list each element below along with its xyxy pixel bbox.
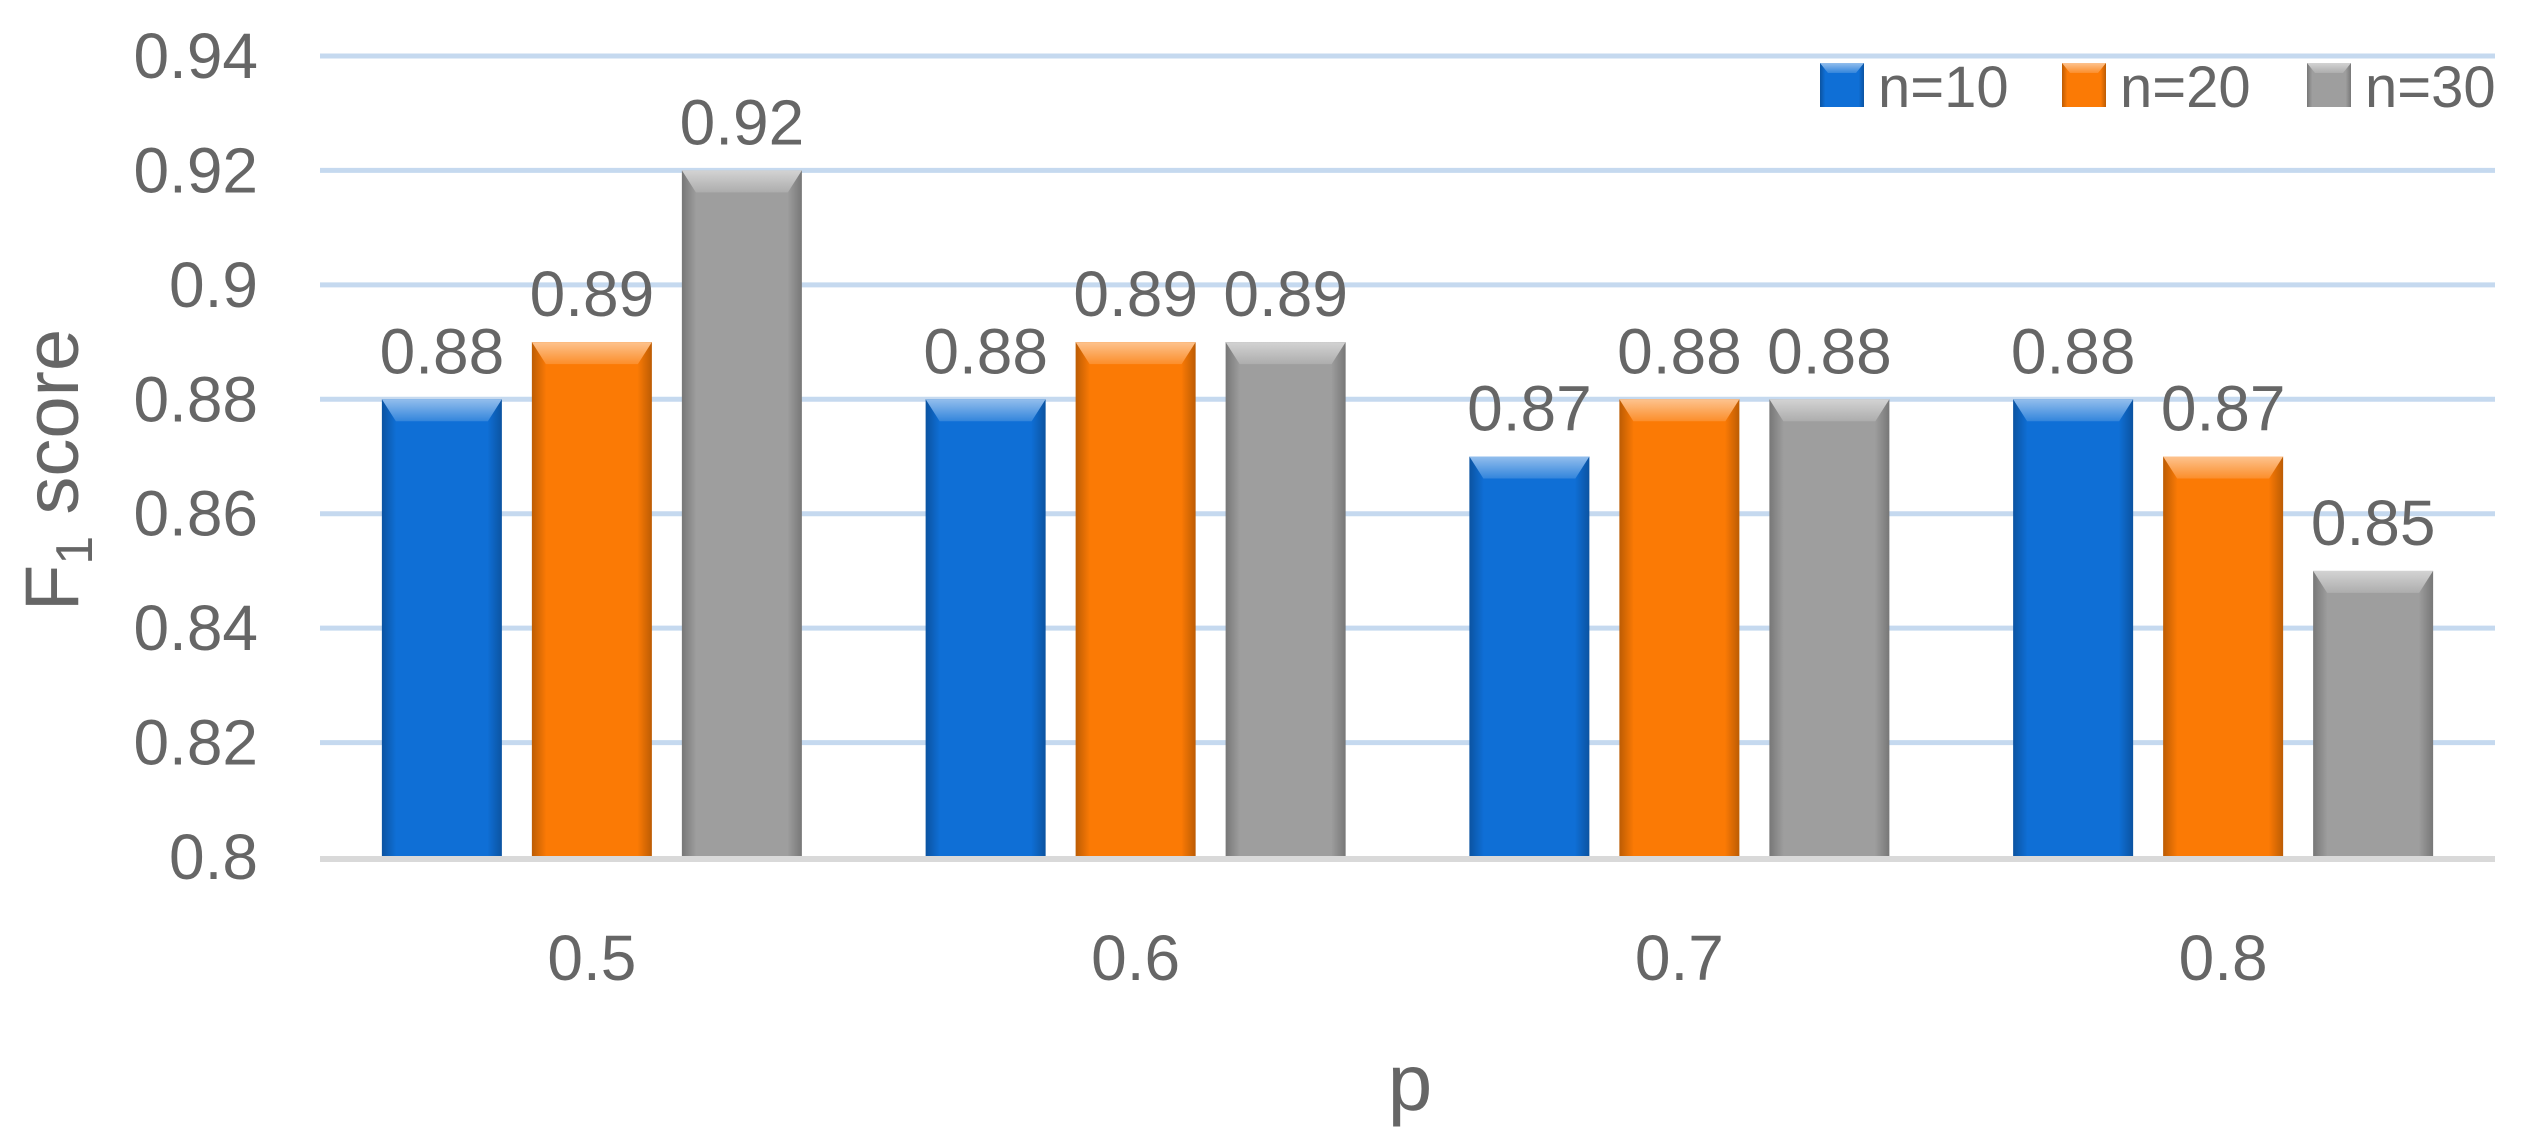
bar-bevel (681, 170, 802, 193)
bar-body (681, 170, 802, 857)
bar (1469, 456, 1590, 857)
bar (1225, 342, 1346, 858)
bar-bevel (1075, 342, 1196, 365)
x-axis-title: p (1388, 1038, 1433, 1127)
bar-bevel (2013, 399, 2134, 422)
y-tick-label: 0.84 (133, 592, 258, 664)
data-label: 0.88 (1617, 315, 1742, 387)
bar-body (2163, 456, 2284, 857)
data-label: 0.87 (2161, 373, 2286, 445)
data-label: 0.88 (2011, 315, 2136, 387)
bar (681, 170, 802, 857)
bar-bevel (1619, 399, 1740, 422)
bars (381, 170, 2434, 858)
x-tick-label: 0.6 (1091, 922, 1180, 994)
legend-label: n=10 (1878, 55, 2009, 120)
y-tick-label: 0.82 (133, 707, 258, 779)
bar-bevel (2313, 570, 2434, 593)
bar-body (1469, 456, 1590, 857)
y-axis-title-rest: score (10, 329, 95, 536)
bar (1769, 399, 1890, 857)
bar-bevel (1225, 342, 1346, 365)
bar-body (531, 342, 652, 858)
bar-body (1619, 399, 1740, 857)
y-axis-title-subscript: 1 (46, 536, 104, 565)
data-label: 0.89 (1223, 258, 1348, 330)
data-label: 0.89 (1073, 258, 1198, 330)
legend-label: n=20 (2120, 55, 2251, 120)
bar-body (2013, 399, 2134, 857)
x-tick-label: 0.7 (1635, 922, 1724, 994)
y-tick-label: 0.92 (133, 134, 258, 206)
data-label: 0.89 (530, 258, 655, 330)
legend-item: n=20 (2062, 55, 2251, 120)
y-tick-label: 0.9 (169, 249, 258, 321)
legend: n=10 n=20 n=30 (1820, 55, 2496, 120)
bar-body (381, 399, 502, 857)
bar (2313, 570, 2434, 857)
legend-item: n=10 (1820, 55, 2009, 120)
bar (925, 399, 1046, 857)
bar-bevel (1769, 399, 1890, 422)
bar-bevel (531, 342, 652, 365)
y-axis-title: F1 score (10, 329, 104, 611)
y-tick-label: 0.86 (133, 478, 258, 550)
bar (2163, 456, 2284, 857)
bar (2013, 399, 2134, 857)
bar (531, 342, 652, 858)
bar-bevel (381, 399, 502, 422)
legend-swatch-bevel (1820, 63, 1864, 73)
legend-swatch-bevel (2062, 63, 2106, 73)
data-label: 0.87 (1467, 373, 1592, 445)
y-tick-label: 0.88 (133, 363, 258, 435)
bar-bevel (925, 399, 1046, 422)
data-label: 0.85 (2311, 487, 2436, 559)
y-tick-labels: 0.8 0.82 0.84 0.86 0.88 0.9 0.92 0.94 (133, 20, 258, 893)
bar-bevel (2163, 456, 2284, 479)
bar-bevel (1469, 456, 1590, 479)
data-label: 0.88 (1767, 315, 1892, 387)
data-label: 0.88 (380, 315, 505, 387)
data-label: 0.88 (923, 315, 1048, 387)
bar-body (925, 399, 1046, 857)
legend-item: n=30 (2307, 55, 2496, 120)
y-axis-title-main: F (10, 565, 95, 611)
bar (1619, 399, 1740, 857)
legend-swatch-bevel (2307, 63, 2351, 73)
bar-body (1225, 342, 1346, 858)
y-tick-label: 0.8 (169, 821, 258, 893)
x-tick-labels: 0.5 0.6 0.7 0.8 (547, 922, 2267, 994)
bar-body (2313, 570, 2434, 857)
bar (381, 399, 502, 857)
bar-body (1075, 342, 1196, 858)
legend-label: n=30 (2365, 55, 2496, 120)
y-tick-label: 0.94 (133, 20, 258, 92)
data-labels: 0.88 0.89 0.92 0.88 0.89 0.89 0.87 0.88 0.88 0.88… (380, 86, 2436, 559)
x-tick-label: 0.8 (2179, 922, 2268, 994)
bar-body (1769, 399, 1890, 857)
bar (1075, 342, 1196, 858)
data-label: 0.92 (680, 86, 805, 158)
x-tick-label: 0.5 (547, 922, 636, 994)
